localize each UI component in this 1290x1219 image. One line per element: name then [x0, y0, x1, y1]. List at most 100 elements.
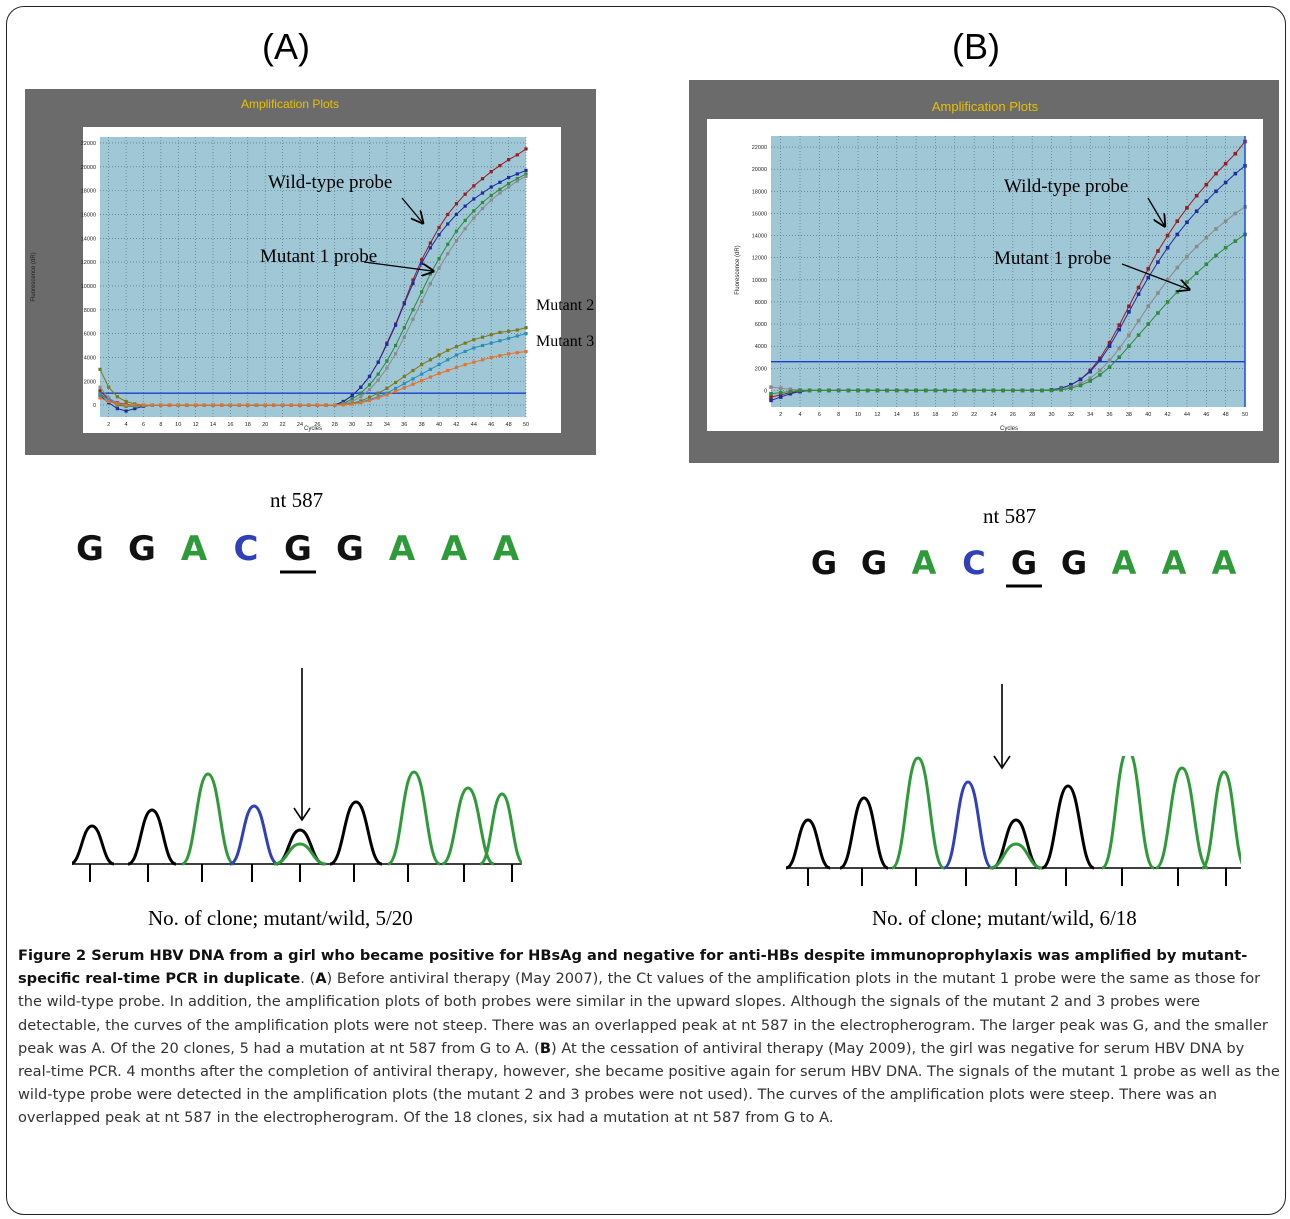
- data-point: [463, 362, 467, 367]
- x-tick-label: 10: [175, 422, 181, 428]
- chromatogram-peak: [127, 808, 177, 866]
- data-point: [1078, 383, 1083, 388]
- data-point: [489, 185, 493, 189]
- caption-figure-label: Figure 2: [18, 947, 87, 964]
- data-point: [237, 403, 241, 407]
- y-tick-label: 20000: [752, 167, 767, 173]
- data-point: [1146, 322, 1151, 326]
- y-tick-label: 2000: [84, 379, 96, 385]
- x-tick-label: 12: [874, 412, 880, 418]
- data-point: [315, 403, 319, 407]
- data-point: [769, 398, 773, 403]
- data-point: [769, 395, 773, 399]
- data-point: [341, 399, 346, 404]
- x-tick-label: 34: [384, 422, 390, 428]
- plot-a-mutant1-annotation: Mutant 1 probe: [260, 246, 378, 267]
- data-point: [472, 216, 476, 220]
- caption-a-text: Before antiviral therapy (May 2007), the…: [18, 970, 1268, 1057]
- data-point: [359, 391, 363, 395]
- data-point: [1117, 355, 1122, 360]
- caption-b-text: At the cessation of antiviral therapy (M…: [18, 1039, 1280, 1127]
- data-point: [1214, 171, 1218, 176]
- data-point: [1214, 227, 1218, 231]
- data-point: [446, 242, 450, 246]
- data-point: [1233, 151, 1238, 156]
- data-point: [115, 395, 119, 399]
- data-point: [124, 409, 128, 413]
- data-point: [402, 374, 406, 379]
- data-point: [1098, 373, 1102, 377]
- sequence-base: G: [76, 529, 104, 569]
- x-tick-label: 6: [818, 412, 821, 418]
- data-point: [1117, 323, 1122, 327]
- x-tick-label: 2: [107, 422, 110, 428]
- data-point: [446, 252, 450, 256]
- data-point: [788, 387, 793, 392]
- y-tick-label: 4000: [755, 344, 767, 350]
- data-point: [411, 308, 415, 312]
- data-point: [298, 403, 302, 407]
- x-tick-label: 40: [436, 422, 442, 428]
- chromatogram-peak: [989, 842, 1043, 870]
- data-point: [1107, 365, 1112, 369]
- chromatogram-peak: [1155, 766, 1209, 870]
- x-tick-label: 48: [1223, 412, 1229, 418]
- data-point: [367, 395, 372, 399]
- caption-a-label: A: [315, 970, 327, 988]
- data-point: [480, 335, 485, 339]
- data-point: [498, 180, 502, 184]
- data-point: [437, 362, 441, 367]
- data-point: [454, 229, 459, 233]
- data-point: [1069, 386, 1073, 390]
- data-point: [437, 266, 441, 270]
- data-point: [402, 302, 406, 306]
- sequence-base: G: [811, 544, 837, 582]
- x-tick-label: 22: [280, 422, 286, 428]
- chromatogram-peak: [991, 818, 1041, 870]
- arrow-a-mutant1: [363, 261, 432, 271]
- data-point: [1069, 383, 1073, 387]
- data-point: [515, 328, 519, 332]
- data-point: [437, 256, 441, 261]
- data-point: [498, 339, 502, 343]
- data-point: [498, 330, 502, 335]
- data-point: [1136, 292, 1141, 296]
- data-point: [428, 367, 432, 371]
- data-point: [778, 393, 783, 397]
- data-point: [1059, 388, 1064, 392]
- data-point: [1098, 368, 1102, 373]
- data-point: [515, 179, 519, 183]
- sequence-base: A: [389, 529, 416, 569]
- data-point: [807, 388, 812, 393]
- chromatogram-peak: [786, 818, 831, 870]
- data-point: [115, 402, 119, 406]
- data-point: [1098, 358, 1102, 363]
- plot-b-wildtype-annotation: Wild-type probe: [1004, 176, 1129, 197]
- arrow-b-wildtype: [1147, 197, 1164, 225]
- data-point: [1156, 311, 1160, 315]
- data-point: [159, 403, 163, 407]
- x-tick-label: 16: [913, 412, 919, 418]
- data-point: [472, 337, 476, 342]
- data-point: [1156, 291, 1160, 295]
- plot-b-ylabel: Fluorescence (dR): [735, 245, 741, 294]
- data-point: [437, 233, 441, 237]
- data-point: [333, 403, 337, 407]
- x-tick-label: 14: [894, 412, 900, 418]
- x-tick-label: 4: [125, 422, 128, 428]
- data-point: [507, 158, 511, 162]
- data-point: [480, 343, 485, 348]
- nt-label-b: nt 587: [983, 504, 1037, 528]
- sequence-base: A: [1112, 544, 1137, 582]
- data-point: [952, 388, 957, 393]
- x-tick-label: 32: [366, 422, 372, 428]
- x-tick-label: 46: [488, 422, 494, 428]
- data-point: [98, 389, 102, 393]
- x-tick-label: 30: [349, 422, 355, 428]
- data-point: [1136, 318, 1141, 323]
- data-point: [350, 402, 354, 406]
- data-point: [211, 403, 215, 407]
- x-tick-label: 40: [1145, 412, 1151, 418]
- data-point: [1078, 377, 1083, 382]
- data-point: [489, 193, 493, 197]
